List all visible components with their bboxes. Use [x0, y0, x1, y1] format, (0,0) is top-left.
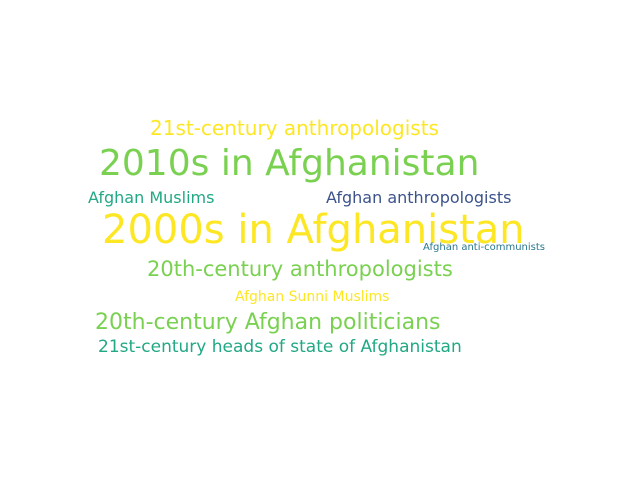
word-20th-century-anthropologists: 20th-century anthropologists: [147, 257, 453, 281]
word-afghan-anthropologists: Afghan anthropologists: [326, 188, 512, 207]
word-2010s-in-afghanistan: 2010s in Afghanistan: [99, 143, 480, 184]
word-21st-century-heads-of-state-of-afghanistan: 21st-century heads of state of Afghanist…: [98, 337, 462, 357]
word-2000s-in-afghanistan: 2000s in Afghanistan: [102, 207, 525, 253]
word-afghan-anti-communists: Afghan anti-communists: [423, 242, 546, 253]
word-afghan-sunni-muslims: Afghan Sunni Muslims: [235, 289, 390, 305]
word-21st-century-anthropologists: 21st-century anthropologists: [150, 116, 439, 140]
word-20th-century-afghan-politicians: 20th-century Afghan politicians: [95, 310, 441, 335]
word-afghan-muslims: Afghan Muslims: [88, 188, 215, 207]
